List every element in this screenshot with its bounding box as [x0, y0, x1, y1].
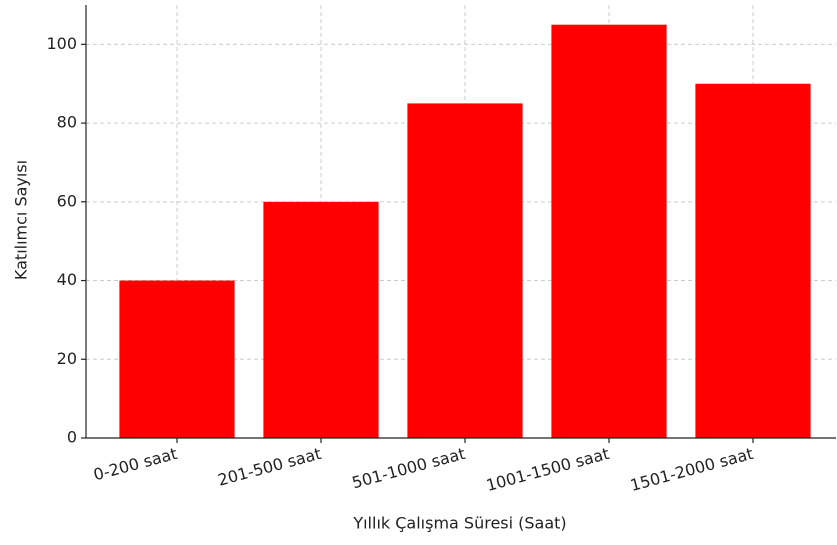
bar	[695, 83, 811, 439]
y-tick-label: 20	[57, 349, 77, 368]
y-tick-label: 60	[57, 191, 77, 210]
x-tick-label: 501-1000 saat	[350, 444, 467, 492]
x-axis-label: Yıllık Çalışma Süresi (Saat)	[352, 514, 566, 533]
bar	[551, 24, 667, 438]
y-tick-label: 40	[57, 270, 77, 289]
bar	[263, 201, 379, 438]
x-tick-label: 0-200 saat	[91, 444, 179, 485]
x-tick-label: 1001-1500 saat	[484, 444, 611, 495]
y-axis-label: Katılımcı Sayısı	[12, 160, 31, 280]
x-tick-label: 1501-2000 saat	[628, 444, 755, 495]
y-tick-label: 80	[57, 113, 77, 132]
y-tick-label: 100	[46, 34, 77, 53]
x-tick-label: 201-500 saat	[216, 444, 323, 490]
y-tick-label: 0	[67, 428, 77, 447]
bar	[119, 280, 235, 438]
bar	[407, 103, 523, 438]
